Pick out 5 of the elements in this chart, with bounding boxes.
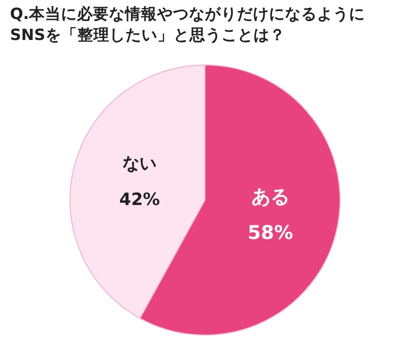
slice-label: ある <box>251 186 290 208</box>
slice-label: ない <box>122 154 157 174</box>
data-label: 42% <box>119 190 160 210</box>
data-label: 58% <box>248 222 294 244</box>
chart-title: Q.本当に必要な情報やつながりだけになるようにSNSを「整理したい」と思うことは？ <box>10 4 366 46</box>
